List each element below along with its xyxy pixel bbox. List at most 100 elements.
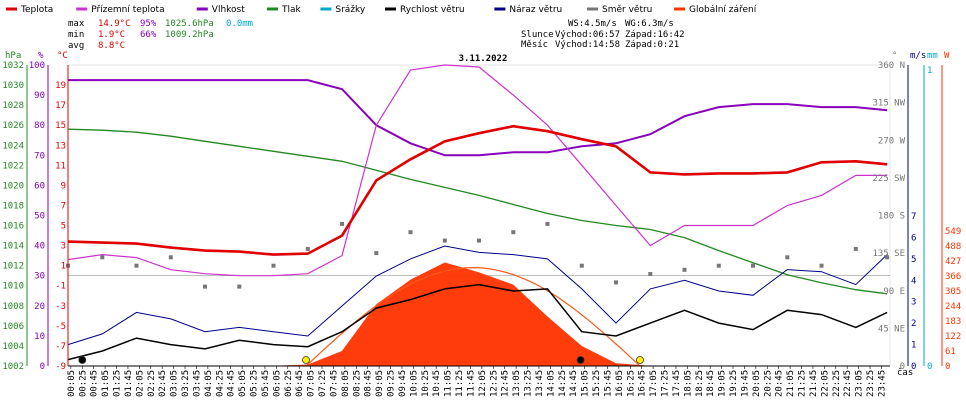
wind-direction-point xyxy=(477,238,481,243)
wind-direction-point xyxy=(614,280,618,285)
x-tick-label: 00:05 xyxy=(67,370,77,397)
humidity-tick-label: 80 xyxy=(34,121,45,131)
unit-hpa: hPa xyxy=(5,51,21,61)
direction-tick-label: 225 SW xyxy=(872,174,905,184)
moonset-time: Západ:0:21 xyxy=(625,40,679,50)
x-tick-label: 07:45 xyxy=(329,370,339,397)
legend-label: Vlhkost xyxy=(212,5,245,15)
temperature-tick-label: 17 xyxy=(55,101,66,111)
temperature-tick-label: 1 xyxy=(61,262,66,272)
wind-direction-point xyxy=(819,263,824,268)
moon-label: Měsíc xyxy=(521,40,548,50)
direction-tick-label: 180 S xyxy=(878,212,905,222)
radiation-tick-label: 61 xyxy=(945,347,956,357)
x-tick-label: 16:45 xyxy=(638,370,648,397)
wind-direction-point xyxy=(579,263,584,268)
wind-speed-avg: WS:4.5m/s xyxy=(568,19,617,29)
wind-tick-label: 5 xyxy=(911,255,916,265)
humidity-tick-label: 0 xyxy=(40,362,45,372)
legend-label: Směr větru xyxy=(602,5,652,15)
humidity-tick-label: 70 xyxy=(34,151,45,161)
x-tick-label: 03:45 xyxy=(192,370,202,397)
x-tick-label: 10:25 xyxy=(421,370,431,397)
radiation-tick-label: 366 xyxy=(945,272,961,282)
stat-min-press: 1009.2hPa xyxy=(165,30,214,40)
wind-tick-label: 2 xyxy=(911,319,916,329)
x-tick-label: 00:25 xyxy=(78,370,88,397)
x-tick-label: 09:25 xyxy=(387,370,397,397)
rain-tick-label: 1 xyxy=(927,66,932,76)
wind-direction-point xyxy=(853,246,858,251)
pressure-tick-label: 1016 xyxy=(2,222,24,232)
x-tick-label: 12:25 xyxy=(489,370,499,397)
temperature-tick-label: 15 xyxy=(55,121,66,131)
x-tick-label: 04:45 xyxy=(227,370,237,397)
sunrise-marker xyxy=(302,356,310,364)
stat-min-hum: 66% xyxy=(140,30,157,40)
direction-tick-label: 360 N xyxy=(878,61,905,71)
x-tick-label: 19:25 xyxy=(729,370,739,397)
sun-label: Slunce xyxy=(521,30,554,40)
legend-label: Srážky xyxy=(335,5,366,15)
humidity-tick-label: 40 xyxy=(34,242,45,252)
x-tick-label: 00:45 xyxy=(90,370,100,397)
x-tick-label: 04:05 xyxy=(204,370,214,397)
wind-direction-point xyxy=(885,255,890,260)
x-tick-label: 07:05 xyxy=(307,370,317,397)
pressure-tick-label: 1008 xyxy=(2,302,24,312)
wind-gust-max: WG:6.3m/s xyxy=(625,19,674,29)
direction-tick-label: 90 E xyxy=(883,287,905,297)
x-tick-label: 08:05 xyxy=(341,370,351,397)
x-tick-label: 01:05 xyxy=(101,370,111,397)
sunset-time: Západ:16:42 xyxy=(625,30,685,40)
radiation-tick-label: 488 xyxy=(945,242,961,252)
x-tick-label: 15:45 xyxy=(603,370,613,397)
x-tick-label: 19:45 xyxy=(740,370,750,397)
sunrise-time: Východ:06:57 xyxy=(555,30,620,40)
stat-max-label: max xyxy=(68,19,85,29)
legend-label: Globální záření xyxy=(689,5,757,15)
x-tick-label: 21:05 xyxy=(786,370,796,397)
x-tick-label: 21:25 xyxy=(798,370,808,397)
stat-max-hum: 95% xyxy=(140,19,157,29)
radiation-tick-label: 427 xyxy=(945,257,961,267)
x-tick-label: 11:05 xyxy=(444,370,454,397)
pressure-tick-label: 1022 xyxy=(2,161,24,171)
max-radiation-curve xyxy=(305,266,641,367)
unit-time: čas xyxy=(897,367,913,378)
stat-avg-label: avg xyxy=(68,41,84,51)
radiation-tick-label: 244 xyxy=(945,302,961,312)
chart-date: 3.11.2022 xyxy=(459,54,508,64)
temperature-tick-label: -9 xyxy=(55,362,66,372)
x-tick-label: 15:25 xyxy=(592,370,602,397)
pressure-line xyxy=(67,128,888,295)
direction-tick-label: 135 SE xyxy=(872,249,905,259)
direction-tick-label: 45 NE xyxy=(878,324,905,334)
stat-min-temp: 1.9°C xyxy=(98,30,125,40)
temperature-tick-label: -7 xyxy=(55,342,66,352)
pressure-tick-label: 1012 xyxy=(2,262,24,272)
x-tick-label: 10:45 xyxy=(432,370,442,397)
unit-w: W xyxy=(944,51,950,61)
x-tick-label: 18:45 xyxy=(706,370,716,397)
stat-max-press: 1025.6hPa xyxy=(165,19,214,29)
x-tick-label: 06:05 xyxy=(272,370,282,397)
x-tick-label: 12:05 xyxy=(478,370,488,397)
x-tick-label: 06:25 xyxy=(284,370,294,397)
x-tick-label: 16:25 xyxy=(626,370,636,397)
wind-direction-point xyxy=(168,255,173,260)
stats-panel: max 14.9°C 95% 1025.6hPa 0.0mm min 1.9°C… xyxy=(68,19,253,51)
x-tick-label: 23:25 xyxy=(866,370,876,397)
wind-direction-point xyxy=(237,284,242,289)
stat-min-label: min xyxy=(68,30,84,40)
x-tick-label: 12:45 xyxy=(501,370,511,397)
wind-direction-point xyxy=(511,230,516,235)
x-tick-label: 17:05 xyxy=(649,370,659,397)
legend-label: Náraz větru xyxy=(509,5,562,15)
x-tick-label: 09:05 xyxy=(375,370,385,397)
x-tick-label: 18:05 xyxy=(683,370,693,397)
wind-direction-point xyxy=(134,263,139,268)
temperature-tick-label: 9 xyxy=(61,181,66,191)
wind-direction-point xyxy=(100,255,105,260)
wind-tick-label: 1 xyxy=(911,341,916,351)
